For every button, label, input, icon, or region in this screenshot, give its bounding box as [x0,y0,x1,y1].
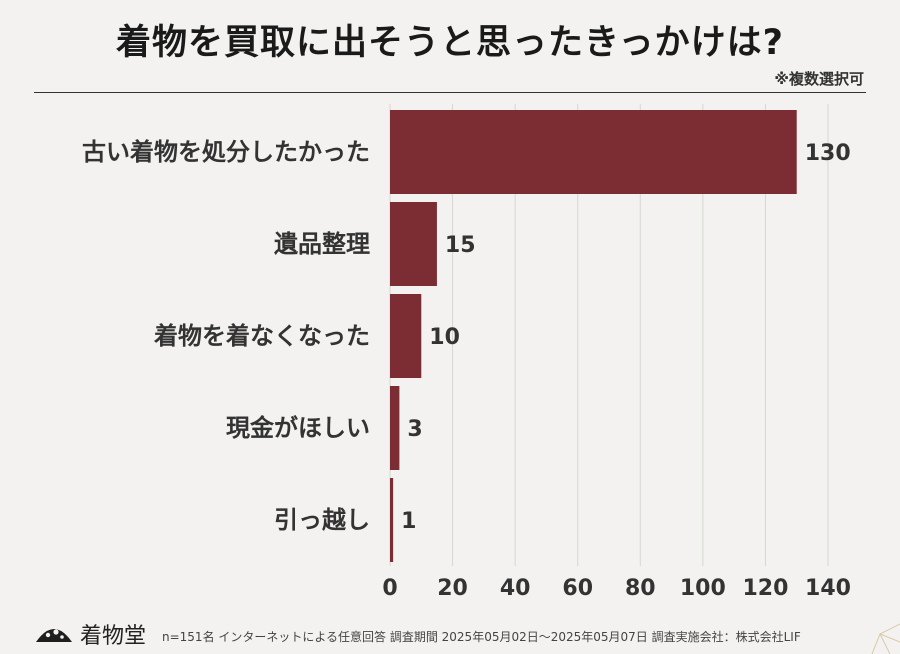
survey-details: n=151名 インターネットによる任意回答 調査期間 2025年05月02日〜2… [162,630,801,644]
bar-1 [390,202,437,286]
x-tick-label: 80 [625,576,656,601]
x-tick-labels: 0 20 40 60 80 100 120 140 [382,576,851,601]
x-tick-label: 0 [382,576,397,601]
x-tick-label: 60 [562,576,593,601]
chart-title: 着物を買取に出そうと思ったきっかけは? [116,23,784,63]
category-label: 着物を着なくなった [154,322,370,350]
x-tick-label: 120 [742,576,788,601]
category-label: 遺品整理 [274,230,370,258]
category-label: 古い着物を処分したかった [82,138,370,166]
x-tick-label: 40 [500,576,531,601]
bar-4 [390,478,394,562]
bar-0 [390,110,797,194]
value-label: 10 [429,325,460,350]
value-labels: 130 15 10 3 1 [401,141,851,534]
title-divider [34,92,866,93]
value-label: 3 [407,417,422,442]
category-label: 引っ越し [274,506,370,534]
category-label: 現金がほしい [226,414,370,442]
x-tick-label: 140 [805,576,851,601]
corner-flower-decoration-icon [871,623,900,654]
bars [390,110,797,562]
x-tick-label: 100 [680,576,726,601]
value-label: 1 [401,509,416,534]
footer: 着物堂 n=151名 インターネットによる任意回答 調査期間 2025年05月0… [0,616,900,654]
brand-logo-text: 着物堂 [80,624,147,649]
bar-2 [390,294,422,378]
fan-logo-icon [36,629,72,642]
bar-3 [390,386,400,470]
value-label: 15 [445,233,476,258]
multiple-choice-note: ※複数選択可 [774,70,864,88]
x-tick-label: 20 [437,576,468,601]
value-label: 130 [805,141,851,166]
